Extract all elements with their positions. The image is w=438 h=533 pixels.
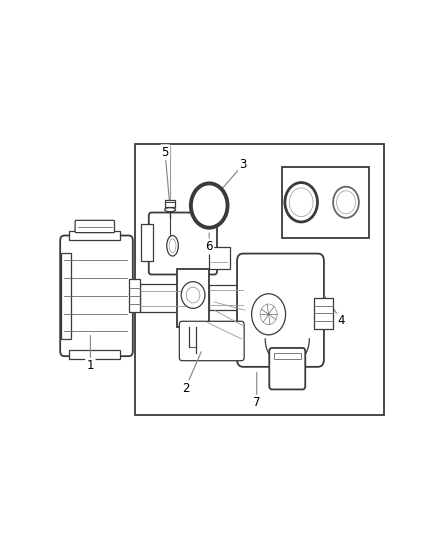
FancyBboxPatch shape (179, 321, 244, 361)
Bar (209, 247, 230, 269)
Bar (141, 224, 153, 261)
Bar (69, 231, 120, 240)
Circle shape (290, 188, 313, 216)
Bar (177, 269, 209, 327)
FancyBboxPatch shape (60, 236, 133, 356)
Text: 5: 5 (161, 146, 169, 159)
Ellipse shape (186, 287, 200, 303)
Text: 4: 4 (338, 314, 345, 327)
Text: 1: 1 (87, 359, 94, 372)
Circle shape (251, 294, 286, 335)
Bar (134, 144, 384, 415)
Ellipse shape (167, 236, 178, 256)
Circle shape (285, 183, 318, 222)
Bar (209, 285, 243, 310)
Bar (166, 200, 175, 207)
Bar (69, 350, 120, 359)
Bar (129, 279, 140, 312)
Bar (282, 166, 369, 238)
Ellipse shape (181, 281, 205, 309)
Bar (274, 353, 301, 359)
Circle shape (260, 304, 277, 325)
Circle shape (191, 183, 227, 228)
Bar (61, 253, 71, 339)
Ellipse shape (165, 207, 176, 212)
FancyBboxPatch shape (237, 254, 324, 367)
Text: 6: 6 (205, 240, 213, 253)
FancyBboxPatch shape (149, 213, 217, 274)
FancyBboxPatch shape (75, 220, 114, 232)
Bar (140, 284, 185, 312)
Circle shape (336, 191, 356, 214)
Text: 7: 7 (253, 396, 261, 409)
Text: 3: 3 (240, 158, 247, 171)
FancyBboxPatch shape (269, 348, 305, 390)
Circle shape (333, 187, 359, 218)
Bar (314, 298, 333, 329)
Text: 2: 2 (182, 382, 189, 394)
Ellipse shape (169, 239, 176, 253)
